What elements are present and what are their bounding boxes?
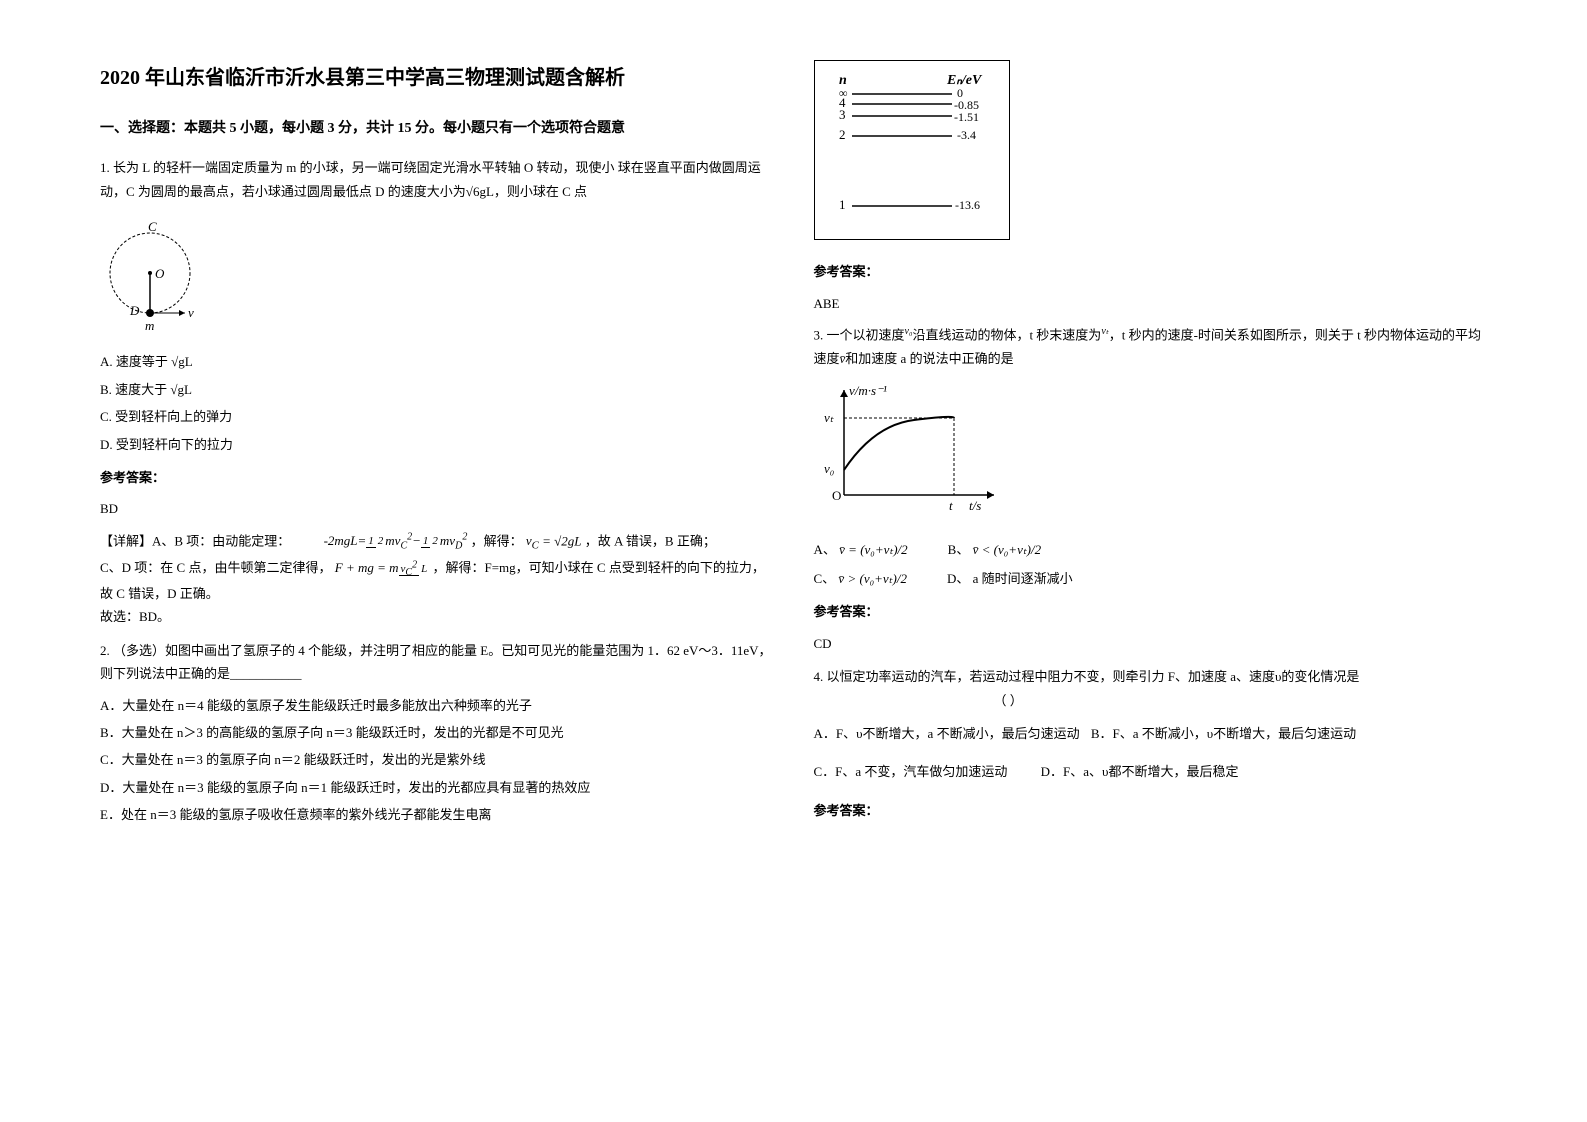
q4-answer-label: 参考答案：	[814, 799, 1488, 822]
q2-optC: C．大量处在 n＝3 的氢原子向 n＝2 能级跃迁时，发出的光是紫外线	[100, 748, 774, 771]
force-formula: F + mg = mvC2L	[335, 560, 429, 575]
q3-t1: 3. 一个以初速度	[814, 328, 905, 343]
exp4: C、D 项：在 C 点，由牛顿第二定律得，	[100, 560, 331, 575]
q3-t4: 和加速度 a 的说法中正确的是	[845, 351, 1013, 366]
xlabel: t/s	[969, 498, 981, 513]
page-title: 2020 年山东省临沂市沂水县第三中学高三物理测试题含解析	[100, 60, 774, 96]
q3-row1: A、 v̄ = (v₀+vₜ)/2 B、 v̄ < (v₀+vₜ)/2	[814, 538, 1488, 561]
optA-prefix: A、	[814, 542, 836, 557]
q3-answer-label: 参考答案：	[814, 600, 1488, 623]
t-label: t	[949, 498, 953, 513]
optD-text: a 随时间逐渐减小	[973, 571, 1073, 586]
q4-optD: D．F、a、υ都不断增大，最后稳定	[1041, 764, 1239, 779]
q4-paren: （ ）	[994, 693, 1023, 708]
q3-vt: vₜ	[1101, 326, 1108, 337]
q1-optB: B. 速度大于 √gL	[100, 378, 774, 401]
energy-level-diagram: n Eₙ/eV ∞ 4 3 2 1 0 -0.85 -1.51 -3.4 -13…	[814, 60, 1010, 240]
q2-optD: D．大量处在 n＝3 能级的氢原子向 n＝1 能级跃迁时，发出的光都应具有显著的…	[100, 776, 774, 799]
q1-answer: BD	[100, 497, 774, 520]
question-3: 3. 一个以初速度v₀沿直线运动的物体，t 秒末速度为vₜ，t 秒内的速度-时间…	[814, 323, 1488, 655]
q4-maintext: 4. 以恒定功率运动的汽车，若运动过程中阻力不变，则牵引力 F、加速度 a、速度…	[814, 669, 1360, 684]
exp1: 【详解】A、B 项：由动能定理：	[100, 533, 290, 548]
e-header: Eₙ/eV	[946, 73, 983, 88]
n1: 1	[839, 197, 846, 212]
q4-optA: A．F、υ不断增大，a 不断减小，最后匀速运动	[814, 726, 1080, 741]
q2-answer-label: 参考答案：	[814, 260, 1488, 283]
e3: -1.51	[954, 110, 979, 124]
q1-explanation: 【详解】A、B 项：由动能定理： -2mgL=12mvC2−12mvD2 ，解得…	[100, 529, 774, 556]
vc-formula: vC = √2gL	[526, 533, 582, 548]
e1: -13.6	[955, 198, 980, 212]
left-column: 2020 年山东省临沂市沂水县第三中学高三物理测试题含解析 一、选择题：本题共 …	[100, 60, 774, 1062]
energy-eq: -2mgL=	[324, 533, 367, 548]
q3-optD: D、 a 随时间逐渐减小	[947, 567, 1073, 590]
q1-optD: D. 受到轻杆向下的拉力	[100, 433, 774, 456]
circle-diagram: C O D m v	[100, 213, 774, 340]
q3-text: 3. 一个以初速度v₀沿直线运动的物体，t 秒末速度为vₜ，t 秒内的速度-时间…	[814, 323, 1488, 370]
question-2: 2. （多选）如图中画出了氢原子的 4 个能级，并注明了相应的能量 E。已知可见…	[100, 639, 774, 827]
q4-optC: C．F、a 不变，汽车做匀加速运动	[814, 764, 1008, 779]
q3-optA: A、 v̄ = (v₀+vₜ)/2	[814, 538, 908, 561]
optD-prefix: D、	[947, 571, 969, 586]
q4-optB: B．F、a 不断减小，υ不断增大，最后匀速运动	[1091, 726, 1356, 741]
optB-formula: v̄ < (v₀+vₜ)/2	[973, 542, 1042, 557]
q1-optA: A. 速度等于 √gL	[100, 350, 774, 373]
exp3: ，故 A 错误，B 正确；	[585, 533, 716, 548]
n2: 2	[839, 127, 846, 142]
question-1: 1. 长为 L 的轻杆一端固定质量为 m 的小球，另一端可绕固定光滑水平转轴 O…	[100, 156, 774, 629]
n3: 3	[839, 107, 846, 122]
q3-optC: C、 v̄ > (v₀+vₜ)/2	[814, 567, 907, 590]
optA-formula: v̄ = (v₀+vₜ)/2	[839, 542, 908, 557]
q2-optA: A．大量处在 n＝4 能级的氢原子发生能级跃迁时最多能放出六种频率的光子	[100, 694, 774, 717]
optC-formula: v̄ > (v₀+vₜ)/2	[838, 571, 907, 586]
q3-answer: CD	[814, 632, 1488, 655]
origin: O	[832, 488, 841, 503]
d-label: D	[129, 303, 140, 318]
exp2: ，解得：	[471, 533, 523, 548]
o-label: O	[155, 266, 165, 281]
q1-conclusion: 故选：BD。	[100, 605, 774, 628]
q2-optE: E．处在 n＝3 能级的氢原子吸收任意频率的紫外线光子都能发生电离	[100, 803, 774, 826]
q4-optrow1: A．F、υ不断增大，a 不断减小，最后匀速运动 B．F、a 不断减小，υ不断增大…	[814, 722, 1488, 745]
ylabel: v/m·s⁻¹	[849, 383, 887, 398]
m-label: m	[145, 318, 154, 333]
right-column: n Eₙ/eV ∞ 4 3 2 1 0 -0.85 -1.51 -3.4 -13…	[814, 60, 1488, 1062]
v-label: v	[188, 305, 194, 320]
q1-text: 1. 长为 L 的轻杆一端固定质量为 m 的小球，另一端可绕固定光滑水平转轴 O…	[100, 156, 774, 203]
q1-explanation-cd: C、D 项：在 C 点，由牛顿第二定律得， F + mg = mvC2L ，解得…	[100, 556, 774, 605]
q2-optB: B．大量处在 n＞3 的高能级的氢原子向 n＝3 能级跃迁时，发出的光都是不可见…	[100, 721, 774, 744]
question-4: 4. 以恒定功率运动的汽车，若运动过程中阻力不变，则牵引力 F、加速度 a、速度…	[814, 665, 1488, 822]
q3-row2: C、 v̄ > (v₀+vₜ)/2 D、 a 随时间逐渐减小	[814, 567, 1488, 590]
optC-prefix: C、	[814, 571, 836, 586]
q2-answer: ABE	[814, 292, 1488, 315]
optB-prefix: B、	[948, 542, 970, 557]
q2-text: 2. （多选）如图中画出了氢原子的 4 个能级，并注明了相应的能量 E。已知可见…	[100, 639, 774, 686]
formula-energy: -2mgL=12mvC2−12mvD2	[324, 533, 471, 548]
e2: -3.4	[957, 128, 976, 142]
c-label: C	[148, 219, 157, 234]
vt-graph: v/m·s⁻¹ t/s O vₜ v₀ t	[814, 380, 1488, 527]
v0-label: v₀	[824, 461, 834, 476]
section-header: 一、选择题：本题共 5 小题，每小题 3 分，共计 15 分。每小题只有一个选项…	[100, 116, 774, 141]
q3-optB: B、 v̄ < (v₀+vₜ)/2	[948, 538, 1041, 561]
q4-text: 4. 以恒定功率运动的汽车，若运动过程中阻力不变，则牵引力 F、加速度 a、速度…	[814, 665, 1488, 712]
q1-optC: C. 受到轻杆向上的弹力	[100, 405, 774, 428]
vt-label: vₜ	[824, 410, 835, 425]
q1-answer-label: 参考答案：	[100, 466, 774, 489]
q3-t2: 沿直线运动的物体，t 秒末速度为	[912, 328, 1101, 343]
q4-optrow2: C．F、a 不变，汽车做匀加速运动 D．F、a、υ都不断增大，最后稳定	[814, 760, 1488, 783]
